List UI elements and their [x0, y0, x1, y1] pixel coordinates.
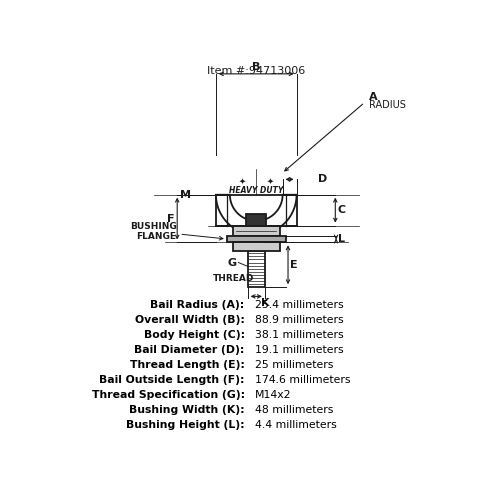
Bar: [248, 251, 265, 287]
Text: THREAD: THREAD: [213, 274, 254, 283]
Text: Bail Radius (A):: Bail Radius (A):: [150, 300, 244, 310]
Text: 48 millimeters: 48 millimeters: [254, 405, 333, 415]
Text: 174.6 millimeters: 174.6 millimeters: [254, 375, 350, 385]
Text: K: K: [261, 298, 270, 308]
Text: 25 millimeters: 25 millimeters: [254, 360, 333, 370]
Text: ✦: ✦: [266, 176, 274, 186]
Text: 88.9 millimeters: 88.9 millimeters: [254, 315, 344, 325]
Bar: [227, 236, 286, 242]
Text: Bushing Width (K):: Bushing Width (K):: [129, 405, 244, 415]
Bar: [227, 194, 286, 226]
Text: B: B: [252, 62, 260, 72]
Text: M14x2: M14x2: [254, 390, 291, 400]
Text: ✦: ✦: [239, 176, 246, 186]
Text: Bail Outside Length (F):: Bail Outside Length (F):: [99, 375, 244, 385]
Text: G: G: [228, 258, 237, 268]
Text: Thread Length (E):: Thread Length (E):: [130, 360, 244, 370]
Text: BUSHING
FLANGE: BUSHING FLANGE: [130, 222, 223, 241]
Text: E: E: [290, 260, 298, 270]
Text: Thread Specification (G):: Thread Specification (G):: [92, 390, 244, 400]
Text: D: D: [318, 174, 328, 184]
Text: F: F: [166, 214, 174, 224]
Text: 38.1 millimeters: 38.1 millimeters: [254, 330, 344, 340]
Text: 19.1 millimeters: 19.1 millimeters: [254, 345, 344, 355]
Polygon shape: [216, 194, 296, 235]
Text: A: A: [368, 92, 378, 102]
Bar: [233, 226, 280, 235]
Text: C: C: [338, 205, 346, 215]
Text: Bushing Height (L):: Bushing Height (L):: [126, 420, 244, 430]
Text: L: L: [338, 234, 345, 244]
Bar: [246, 214, 266, 226]
Bar: [233, 242, 280, 251]
Text: M: M: [180, 190, 191, 200]
Bar: [216, 194, 296, 226]
Text: Bail Diameter (D):: Bail Diameter (D):: [134, 345, 244, 355]
Text: Body Height (C):: Body Height (C):: [144, 330, 244, 340]
Text: RADIUS: RADIUS: [368, 100, 406, 110]
Text: Item #:94713006: Item #:94713006: [207, 66, 306, 76]
Text: 4.4 millimeters: 4.4 millimeters: [254, 420, 336, 430]
Text: HEAVY DUTY: HEAVY DUTY: [229, 186, 283, 196]
Text: 25.4 millimeters: 25.4 millimeters: [254, 300, 344, 310]
Text: Overall Width (B):: Overall Width (B):: [135, 315, 244, 325]
